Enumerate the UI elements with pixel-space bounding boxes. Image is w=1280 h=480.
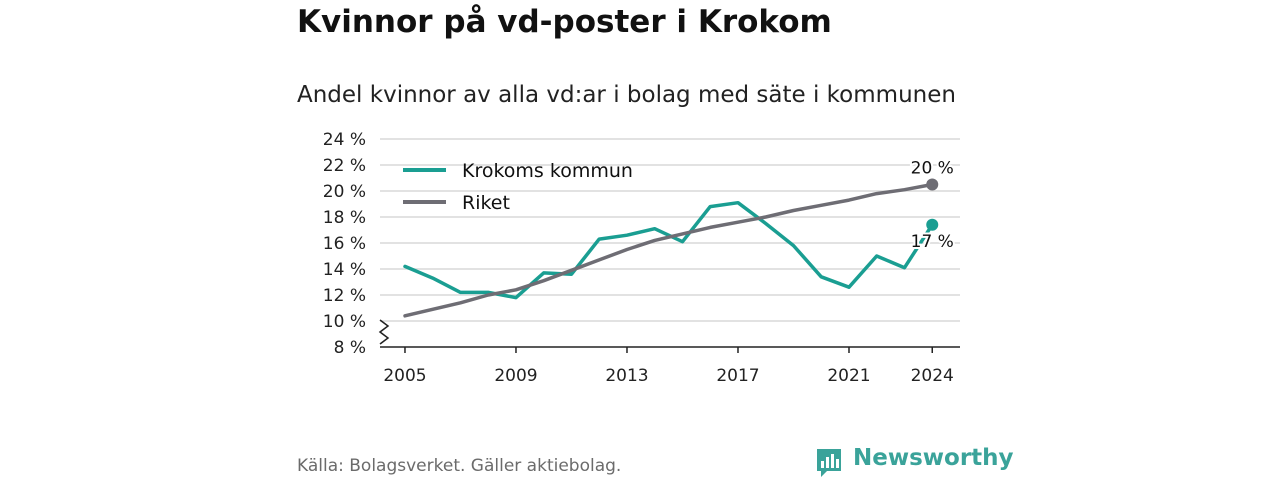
y-tick-label: 20 % <box>323 182 366 202</box>
y-tick-label: 8 % <box>334 338 366 358</box>
brand-name: Newsworthy <box>853 445 1014 471</box>
y-tick-label: 18 % <box>323 208 366 228</box>
axis-break-icon <box>378 319 390 345</box>
y-tick-label: 24 % <box>323 130 366 150</box>
x-tick-label: 2009 <box>494 366 537 386</box>
legend-label: Krokoms kommun <box>462 160 633 182</box>
y-tick-label: 16 % <box>323 234 366 254</box>
series-line-riket <box>403 182 934 318</box>
chart-title: Kvinnor på vd-poster i Krokom <box>297 4 832 40</box>
legend-label: Riket <box>462 192 510 214</box>
grid-lines <box>380 138 960 322</box>
chart-subtitle: Andel kvinnor av alla vd:ar i bolag med … <box>297 82 956 108</box>
end-label-riket: 20 % <box>911 159 954 179</box>
legend: Krokoms kommun Riket <box>403 160 633 214</box>
y-tick-label: 14 % <box>323 260 366 280</box>
source-note: Källa: Bolagsverket. Gäller aktiebolag. <box>297 456 622 476</box>
x-tick-label: 2017 <box>716 366 759 386</box>
x-tick-label: 2013 <box>605 366 648 386</box>
y-axis-labels: 8 % 10 % 12 % 14 % 16 % 18 % 20 % 22 % 24 % <box>323 130 366 358</box>
y-tick-label: 22 % <box>323 156 366 176</box>
y-tick-label: 10 % <box>323 312 366 332</box>
x-tick-label: 2021 <box>827 366 870 386</box>
end-point-krokoms-kommun <box>926 218 939 231</box>
y-tick-label: 12 % <box>323 286 366 306</box>
x-axis-labels: 2005 2009 2013 2017 2021 2024 <box>383 366 954 386</box>
x-tick-label: 2005 <box>383 366 426 386</box>
x-axis <box>378 319 960 353</box>
end-label-krokoms-kommun: 17 % <box>911 232 954 252</box>
end-point-riket <box>926 178 939 191</box>
series-lines: 17 % 20 % <box>403 157 956 318</box>
newsworthy-logo-icon <box>817 449 841 477</box>
x-tick-label: 2024 <box>911 366 954 386</box>
